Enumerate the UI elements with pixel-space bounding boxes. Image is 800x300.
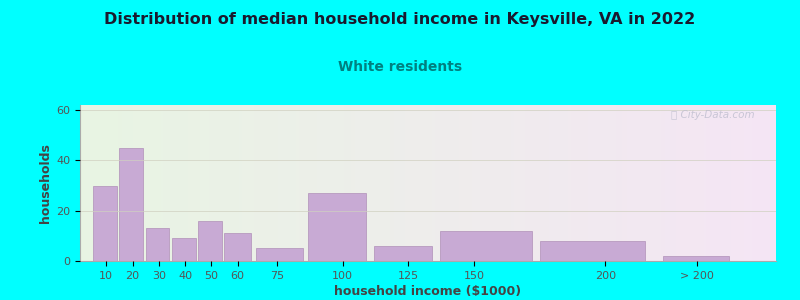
Bar (225, 233, 250, 261)
Text: White residents: White residents (338, 60, 462, 74)
Bar (93, 185, 117, 261)
Bar (198, 221, 222, 261)
Bar (540, 241, 645, 261)
Y-axis label: households: households (39, 143, 52, 223)
Bar (374, 246, 432, 261)
Bar (256, 248, 303, 261)
Bar (119, 148, 143, 261)
Bar (440, 231, 532, 261)
Text: Distribution of median household income in Keysville, VA in 2022: Distribution of median household income … (104, 12, 696, 27)
Text: Ⓢ City-Data.com: Ⓢ City-Data.com (671, 110, 755, 120)
X-axis label: household income ($1000): household income ($1000) (334, 285, 522, 298)
Bar (663, 256, 729, 261)
Bar (172, 238, 195, 261)
Bar (309, 193, 366, 261)
Bar (146, 228, 170, 261)
